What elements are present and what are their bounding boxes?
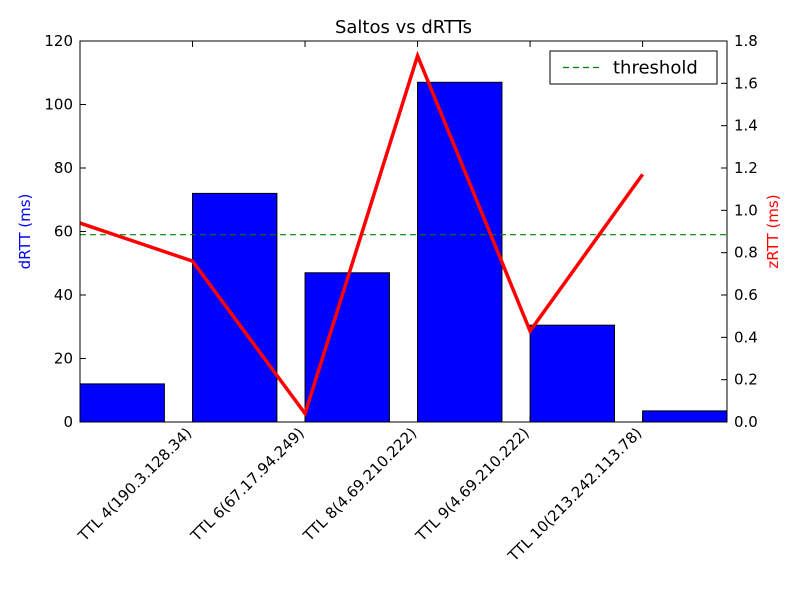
- zrtt-line-layer: [79, 50, 645, 418]
- x-tick-label: TTL 9(4.69.210.222): [412, 424, 533, 545]
- right-y-axis: 0.0 0.2 0.4 0.6 0.8 1.0 1.2 1.4 1.6 1.8: [721, 32, 758, 431]
- right-tick-label: 1.2: [734, 159, 758, 177]
- left-tick-label: 80: [54, 159, 73, 177]
- chart-title: Saltos vs dRTTs: [335, 17, 472, 38]
- x-tick-label: TTL 6(67.17.94.249): [187, 424, 308, 545]
- right-tick-label: 0.2: [734, 371, 758, 389]
- left-tick-label: 40: [54, 286, 73, 304]
- right-tick-label: 1.8: [734, 32, 758, 50]
- right-tick-label: 1.0: [734, 201, 758, 219]
- bar-0: [79, 383, 165, 423]
- zrtt-line: [79, 50, 645, 418]
- bar-5: [642, 410, 728, 423]
- left-tick-label: 100: [44, 96, 73, 114]
- left-tick-label: 120: [44, 32, 73, 50]
- x-tick-label: TTL 10(213.242.113.78): [504, 424, 646, 566]
- right-tick-label: 0.8: [734, 244, 758, 262]
- left-tick-label: 20: [54, 350, 73, 368]
- legend: threshold: [549, 50, 718, 85]
- legend-threshold-label: threshold: [613, 58, 698, 79]
- bar-2: [304, 272, 390, 423]
- right-tick-label: 0.4: [734, 328, 758, 346]
- left-tick-label: 60: [54, 223, 73, 241]
- bars-layer: [79, 81, 728, 423]
- right-tick-label: 0.0: [734, 413, 758, 431]
- bar-4: [529, 324, 615, 423]
- left-y-axis: 0 20 40 60 80 100 120: [44, 32, 86, 431]
- y-axis-label-left: dRTT (ms): [16, 194, 34, 270]
- right-tick-label: 0.6: [734, 286, 758, 304]
- left-tick-label: 0: [63, 413, 73, 431]
- x-tick-label: TTL 4(190.3.128.34): [74, 424, 195, 545]
- bar-1: [192, 192, 278, 423]
- bar-3: [417, 81, 503, 423]
- right-tick-label: 1.6: [734, 74, 758, 92]
- x-tick-label: TTL 8(4.69.210.222): [299, 424, 420, 545]
- y-axis-label-right: zRTT (ms): [764, 194, 782, 268]
- right-tick-label: 1.4: [734, 117, 758, 135]
